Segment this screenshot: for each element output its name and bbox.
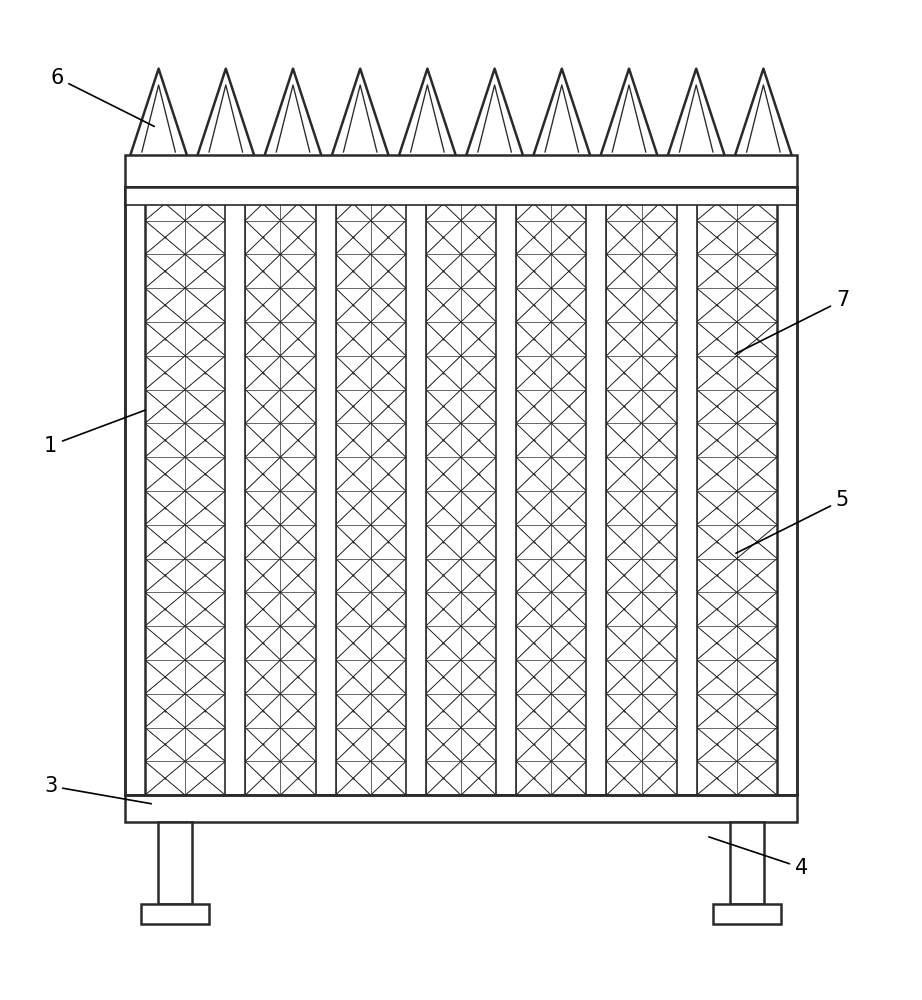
Bar [125,155,797,187]
Bar [730,822,764,904]
Text: 6: 6 [50,68,154,126]
Text: 4: 4 [709,837,809,878]
Text: 3: 3 [44,776,151,804]
Bar [586,187,607,795]
Bar [125,187,145,795]
Bar [713,904,781,924]
Bar [225,187,245,795]
Bar [125,795,797,822]
Text: 1: 1 [44,410,145,456]
Bar [496,187,516,795]
Bar [777,187,797,795]
Bar [406,187,426,795]
Text: 5: 5 [736,490,849,553]
Bar [125,187,797,205]
Bar [125,187,797,795]
Text: 7: 7 [736,290,849,353]
Bar [677,187,697,795]
Bar [141,904,209,924]
Bar [315,187,336,795]
Bar [158,822,192,904]
